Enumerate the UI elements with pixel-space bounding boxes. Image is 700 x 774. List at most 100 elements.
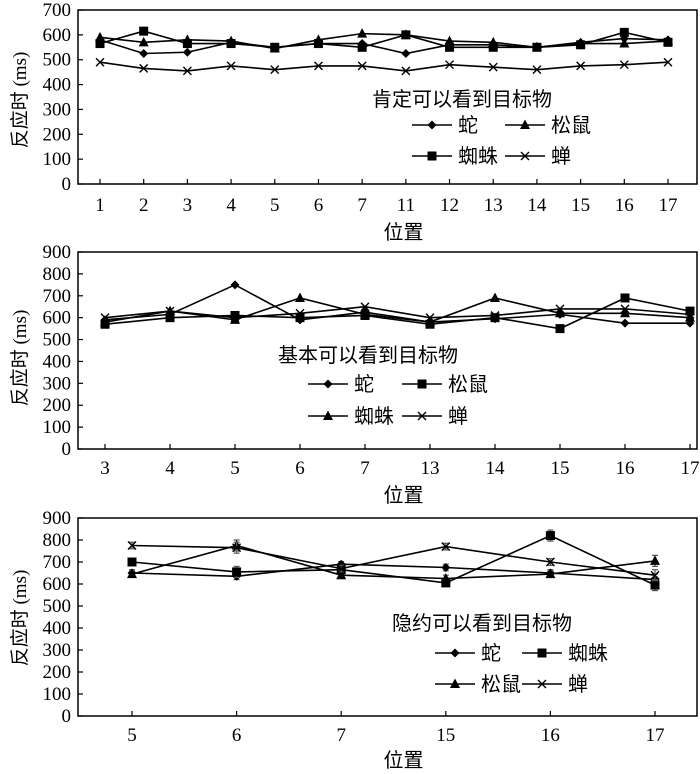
x-tick-label: 15 <box>436 725 455 746</box>
data-point <box>401 66 411 76</box>
x-axis-title: 位置 <box>384 220 424 244</box>
data-point <box>165 313 175 323</box>
x-tick-label: 16 <box>615 195 634 216</box>
data-point <box>182 39 192 49</box>
y-tick-label: 700 <box>43 286 72 307</box>
legend-title: 基本可以看到目标物 <box>278 343 458 367</box>
legend-marker <box>537 648 547 658</box>
series-蜘蛛 <box>100 292 695 327</box>
data-point <box>555 304 565 314</box>
data-point <box>100 316 110 327</box>
data-point <box>230 280 240 290</box>
y-tick-label: 400 <box>43 351 72 372</box>
y-tick-label: 700 <box>43 0 72 21</box>
data-point <box>127 541 137 550</box>
legend-item: 蜘蛛 <box>412 144 498 168</box>
y-tick-label: 100 <box>43 149 72 170</box>
data-point <box>425 316 435 327</box>
legend-label: 蛇 <box>481 641 501 665</box>
legend-item: 蜘蛛 <box>308 404 394 428</box>
plot-frame <box>77 517 698 717</box>
data-point <box>270 65 280 75</box>
legend-label: 蛇 <box>354 372 374 396</box>
x-tick-label: 7 <box>357 195 367 216</box>
y-tick-label: 500 <box>43 330 72 351</box>
legend-item: 松鼠 <box>505 113 591 137</box>
data-point <box>139 63 149 73</box>
data-point <box>650 555 660 565</box>
series-line <box>99 32 669 50</box>
legend-marker <box>520 119 530 129</box>
data-point <box>313 39 323 49</box>
y-tick-label: 0 <box>62 174 72 195</box>
y-tick-label: 400 <box>43 75 72 96</box>
y-axis-title: 反应时 (ms) <box>9 52 31 149</box>
data-point <box>555 307 565 318</box>
data-point <box>425 313 435 323</box>
legend-item: 蛇 <box>308 372 374 396</box>
data-point <box>95 31 105 42</box>
legend-item: 蛇 <box>435 641 501 665</box>
data-point <box>313 61 323 71</box>
x-tick-label: 13 <box>421 458 440 479</box>
legend-item: 蜘蛛 <box>522 641 608 665</box>
series-line <box>99 30 669 49</box>
data-point <box>663 57 673 67</box>
legend-label: 蛇 <box>458 113 478 137</box>
data-point <box>488 62 498 72</box>
x-tick-label: 4 <box>165 458 175 479</box>
y-tick-label: 200 <box>43 662 72 683</box>
data-point <box>619 38 630 48</box>
y-tick-label: 900 <box>43 508 72 529</box>
data-point <box>357 28 368 38</box>
legend-label: 蜘蛛 <box>458 144 498 168</box>
legend-label: 松鼠 <box>551 113 591 137</box>
y-tick-label: 100 <box>43 417 72 438</box>
y-tick-label: 700 <box>43 552 72 573</box>
data-point <box>336 569 347 580</box>
x-tick-label: 14 <box>486 458 506 479</box>
legend-label: 蝉 <box>568 672 588 696</box>
data-point <box>139 49 149 58</box>
plot-frame <box>77 251 698 450</box>
x-tick-label: 11 <box>397 195 415 216</box>
data-point <box>100 313 110 323</box>
data-point <box>532 65 542 75</box>
y-tick-label: 800 <box>43 264 72 285</box>
series-line <box>104 305 691 319</box>
data-point <box>620 307 630 318</box>
data-point <box>230 313 240 323</box>
series-松鼠 <box>127 539 660 583</box>
data-point <box>576 40 586 50</box>
x-tick-label: 17 <box>659 195 678 216</box>
x-tick-label: 17 <box>681 458 700 479</box>
y-tick-label: 300 <box>43 99 72 120</box>
data-point <box>226 39 236 49</box>
y-tick-label: 0 <box>62 706 72 727</box>
data-point <box>490 313 500 323</box>
legend-item: 蝉 <box>522 672 588 696</box>
y-tick-label: 400 <box>43 618 72 639</box>
y-axis-title: 反应时 (ms) <box>9 310 31 407</box>
y-tick-label: 300 <box>43 640 72 661</box>
series-蝉 <box>100 302 695 323</box>
legend-item: 松鼠 <box>435 672 521 696</box>
x-tick-label: 6 <box>314 195 324 216</box>
legend-marker <box>427 120 437 130</box>
x-tick-label: 2 <box>139 195 149 216</box>
x-tick-label: 14 <box>527 195 547 216</box>
y-tick-label: 600 <box>43 25 72 46</box>
data-point <box>295 313 305 323</box>
x-tick-label: 5 <box>127 725 137 746</box>
x-tick-label: 6 <box>232 725 242 746</box>
legend-marker <box>417 411 427 421</box>
data-point <box>401 49 411 58</box>
y-tick-label: 500 <box>43 596 72 617</box>
y-tick-label: 800 <box>43 530 72 551</box>
data-point <box>232 567 242 577</box>
x-tick-label: 6 <box>295 458 305 479</box>
data-point <box>685 306 695 316</box>
